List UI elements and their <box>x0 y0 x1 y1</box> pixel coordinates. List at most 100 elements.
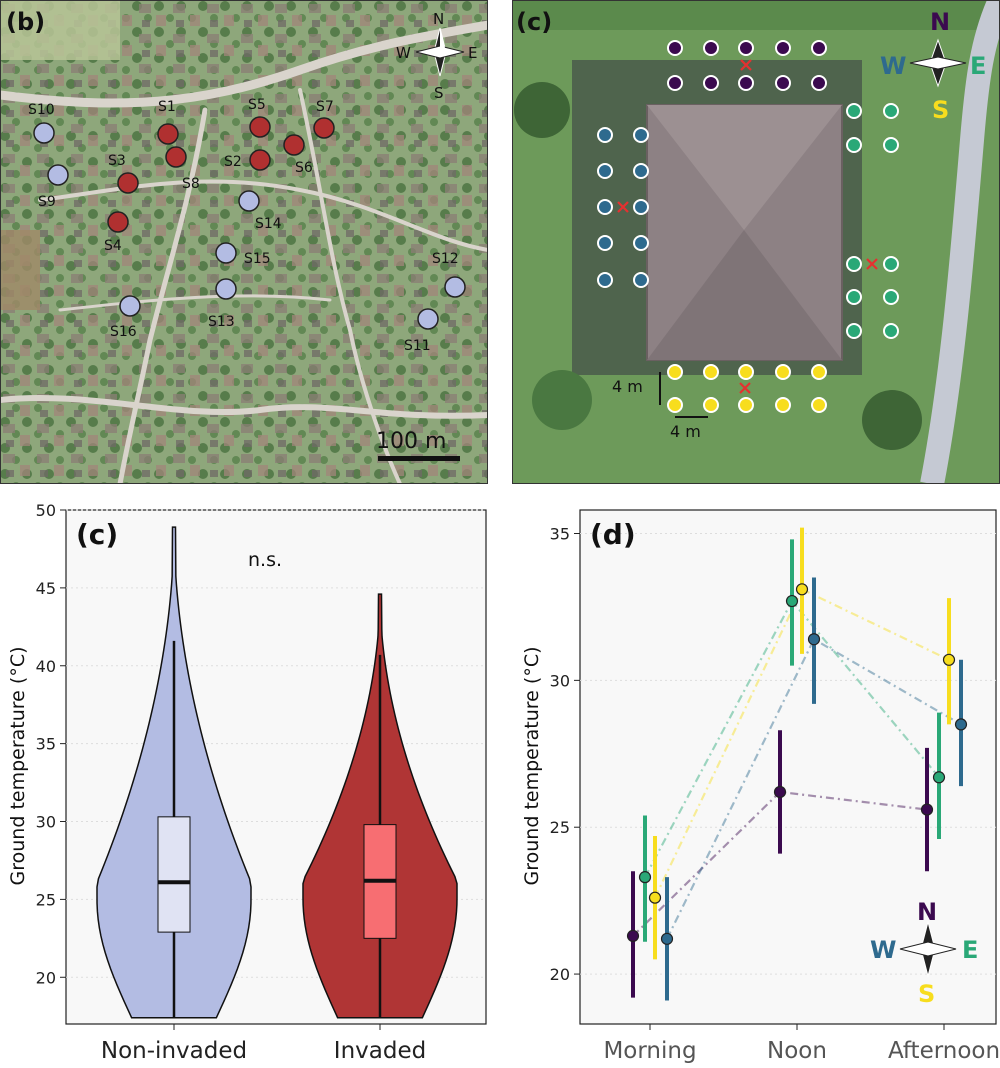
site-label: S12 <box>432 251 459 267</box>
y-tick-label: 25 <box>550 818 570 837</box>
x-tick-label: Afternoon <box>888 1038 1000 1064</box>
site-S6 <box>283 134 305 156</box>
mean-point-W <box>807 633 821 646</box>
svg-text:S: S <box>434 84 444 102</box>
panel-label: (c) <box>516 8 552 36</box>
scale-bar-label: 100 m <box>376 429 446 454</box>
series-line-W <box>666 637 962 940</box>
y-axis-label: Ground temperature (°C) <box>521 647 543 886</box>
site-S1 <box>157 123 179 145</box>
svg-text:N: N <box>930 8 950 36</box>
site-label: S6 <box>295 160 313 176</box>
line-chart: 20 25 30 35 Morning Noon Afternoon (d) Ground… <box>521 509 1000 1064</box>
site-label: S10 <box>28 102 55 118</box>
y-tick-label: 30 <box>550 671 570 690</box>
mean-point-E <box>932 771 946 784</box>
mean-point-S <box>795 583 809 596</box>
site-label: S9 <box>38 194 56 210</box>
roads <box>0 20 488 484</box>
panel-label: (d) <box>590 518 636 551</box>
site-S9 <box>47 164 69 186</box>
svg-text:W: W <box>396 44 411 62</box>
compass-legend-icon: N S W E <box>870 898 978 1008</box>
logger-markers <box>617 59 878 394</box>
site-S16 <box>119 295 141 317</box>
site-label: S11 <box>404 338 431 354</box>
box-iqr <box>157 816 191 933</box>
site-label: S2 <box>224 154 242 170</box>
compass-icon: N S W E <box>880 8 986 124</box>
legend-south: S <box>918 980 935 1008</box>
north-points <box>667 40 827 91</box>
y-tick-label: 20 <box>550 965 570 984</box>
site-S12 <box>444 276 466 298</box>
site-label: S16 <box>110 324 137 340</box>
scale-bar <box>378 456 460 461</box>
x-tick-label: Non-invaded <box>101 1038 247 1064</box>
scale-label-vertical: 4 m <box>612 377 643 396</box>
y-tick-label: 25 <box>36 890 56 909</box>
mean-point-N <box>920 803 934 816</box>
site-label: S15 <box>244 251 271 267</box>
mean-point-N <box>626 929 640 942</box>
site-label: S5 <box>248 97 266 113</box>
site-S7 <box>313 117 335 139</box>
site-label: S13 <box>208 314 235 330</box>
mean-point-N <box>773 785 787 799</box>
mean-point-S <box>648 891 662 904</box>
site-label: S3 <box>108 153 126 169</box>
y-tick-label: 30 <box>36 813 56 832</box>
y-tick-label: 35 <box>550 524 570 543</box>
mean-point-E <box>638 871 652 884</box>
svg-text:E: E <box>468 44 477 62</box>
svg-text:N: N <box>433 10 444 28</box>
mean-point-W <box>954 718 968 731</box>
site-S13 <box>215 278 237 300</box>
violin-chart: 20 25 30 35 40 45 50 Non-invaded Invaded (c) n.… <box>7 501 487 1064</box>
site-S4 <box>107 211 129 233</box>
west-points <box>597 127 649 288</box>
site-label: S4 <box>104 238 122 254</box>
site-label: S1 <box>158 99 176 115</box>
svg-text:S: S <box>932 96 949 124</box>
compass-icon: N S W E <box>396 10 477 102</box>
series-line-S <box>654 587 950 899</box>
site-markers <box>33 116 466 330</box>
y-axis-label: Ground temperature (°C) <box>7 647 29 886</box>
legend-west: W <box>870 936 896 964</box>
x-tick-label: Invaded <box>334 1038 426 1064</box>
building-map-panel: (c) 4 m 4 m N S W E <box>512 0 1000 484</box>
site-S15 <box>215 242 237 264</box>
site-S11 <box>417 308 439 330</box>
y-tick-label: 45 <box>36 579 56 598</box>
east-points <box>846 103 899 339</box>
site-S14 <box>238 190 260 212</box>
site-S10 <box>33 122 55 144</box>
y-tick-label: 50 <box>36 501 56 520</box>
south-points <box>667 364 827 413</box>
significance-annotation: n.s. <box>248 549 282 571</box>
panel-label: (b) <box>6 8 45 36</box>
site-S5 <box>249 116 271 138</box>
mean-points <box>626 583 968 945</box>
y-tick-label: 40 <box>36 657 56 676</box>
svg-text:E: E <box>970 52 986 80</box>
mean-point-W <box>660 932 674 945</box>
x-tick-label: Morning <box>603 1038 696 1064</box>
site-label: S8 <box>182 176 200 192</box>
panel-label: (c) <box>76 518 118 551</box>
mean-point-S <box>942 653 956 666</box>
svg-text:W: W <box>880 52 906 80</box>
x-tick-label: Noon <box>767 1038 827 1064</box>
site-label: S7 <box>316 99 334 115</box>
y-tick-label: 20 <box>36 968 56 987</box>
site-S2 <box>249 149 271 171</box>
mean-point-E <box>785 594 799 608</box>
site-labels: S1 S2 S3 S4 S5 S6 S7 S8 S9 S10 S11 S12 S… <box>28 97 459 354</box>
scale-label-horizontal: 4 m <box>670 422 701 441</box>
legend-east: E <box>962 936 978 964</box>
site-S8 <box>165 146 187 168</box>
legend-north: N <box>917 898 937 926</box>
site-label: S14 <box>255 216 282 232</box>
site-S3 <box>117 172 139 194</box>
